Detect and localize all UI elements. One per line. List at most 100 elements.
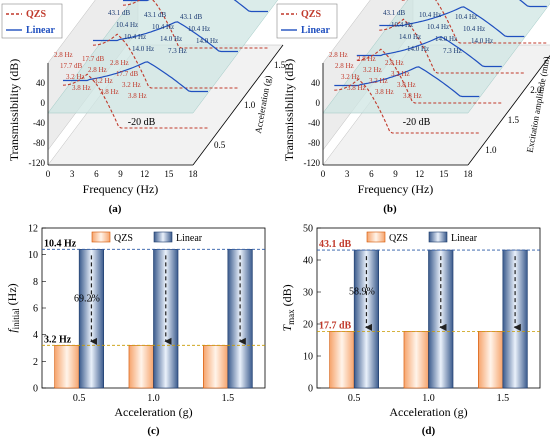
qzs-annotation: 3.2 Hz — [391, 70, 410, 78]
x-axis-title: Acceleration (g) — [389, 405, 467, 419]
linear-peak-annotation: 14.0 Hz — [435, 35, 457, 43]
linear-peak-annotation: 14.0 Hz — [399, 33, 421, 41]
top-reference-label: 10.4 Hz — [44, 238, 77, 249]
legend-linear-label: Linear — [451, 233, 478, 244]
y-tick-label: 30 — [303, 288, 313, 299]
y-tick-label: 0 — [316, 98, 321, 108]
y-tick-label: 0 — [41, 98, 46, 108]
top-reference-label: 43.1 dB — [319, 239, 352, 250]
y-axis-title: Transmissibility (dB) — [7, 59, 21, 162]
y-tick-label: 8 — [33, 277, 38, 288]
x-axis-title: Acceleration (g) — [114, 405, 192, 419]
y-tick-label: -120 — [29, 158, 46, 168]
y-title-unit: (dB) — [280, 284, 294, 309]
qzs-annotation: 3.2 Hz — [363, 66, 382, 74]
x-tick-label: 6 — [94, 169, 99, 179]
x-tick-label: 1.0 — [147, 393, 160, 404]
y-axis-title: Tmax (dB) — [280, 284, 296, 331]
qzs-curve — [379, 18, 525, 74]
z-axis-title: Acceleration (g) — [253, 75, 273, 135]
qzs-curve — [62, 73, 208, 129]
low-reference-label: 17.7 dB — [319, 320, 352, 331]
qzs-annotation: 3.8 Hz — [128, 92, 147, 100]
linear-curve — [356, 36, 502, 68]
qzs-curve — [401, 0, 547, 44]
legend: QZS Linear — [91, 231, 203, 244]
y-tick-label: 10 — [28, 250, 38, 261]
qzs-annotation: 3.8 Hz — [397, 81, 416, 89]
x-tick-label: 12 — [415, 169, 424, 179]
panel-a: -20 dB 0 3 6 9 12 15 18 Frequency (Hz) 40 0 -40 -80 -… — [1, 0, 286, 215]
low-reference-label: 3.2 Hz — [44, 334, 72, 345]
legend-qzs-swatch — [91, 231, 111, 243]
legend: QZS Linear — [276, 3, 338, 39]
qzs-annotation: 2.8 Hz — [335, 62, 354, 70]
legend-qzs-label: QZS — [389, 233, 408, 244]
x-axis-title: Frequency (Hz) — [83, 182, 159, 196]
y-tick-label: 20 — [303, 320, 313, 331]
y-title-unit: (Hz) — [5, 283, 19, 308]
linear-curve — [334, 66, 480, 98]
y-tick-label: -40 — [33, 118, 45, 128]
linear-peak-annotation: 14.0 Hz — [471, 37, 493, 45]
x-axis-title: Frequency (Hz) — [358, 182, 434, 196]
panel-label: (c) — [147, 425, 160, 437]
qzs-curve — [334, 78, 480, 134]
y-tick-label: 40 — [36, 78, 46, 88]
qzs-annotation: 17.7 dB — [82, 55, 105, 63]
linear-peak-annotation: 43.1 dB — [108, 9, 131, 17]
z-tick-label: 1.0 — [485, 145, 497, 155]
linear-curve — [379, 6, 525, 38]
linear-peak-annotation: 10.4 Hz — [455, 13, 477, 21]
linear-curve — [123, 0, 268, 13]
qzs-annotation: 3.8 Hz — [403, 92, 422, 100]
panel-label: (d) — [422, 425, 436, 437]
legend-box — [1, 3, 63, 39]
panel-d: 0 10 20 30 40 50 Tmax (dB) 0.5 1.0 1.5 Acceleratio… — [280, 224, 541, 437]
x-tick-label: 0 — [46, 169, 51, 179]
x-tick-label: 1.0 — [422, 393, 435, 404]
panel-label: (b) — [383, 203, 397, 215]
bar-qzs — [203, 345, 229, 389]
linear-peak-annotation: 43.1 dB — [144, 11, 167, 19]
linear-curve — [93, 21, 238, 53]
linear-peak-annotation: 14.0 Hz — [196, 37, 218, 45]
y-tick-label: 4 — [33, 330, 38, 341]
qzs-annotation: 2.8 Hz — [385, 59, 404, 67]
qzs-annotation: 3.2 Hz — [122, 81, 141, 89]
reduction-percentage: 69.2% — [74, 293, 100, 304]
y-tick-label: -40 — [308, 118, 320, 128]
y-tick-label: -80 — [308, 138, 320, 148]
x-tick-label: 18 — [189, 169, 199, 179]
qzs-annotation: 3.2 Hz — [94, 77, 113, 85]
linear-peak-annotation: 43.1 dB — [383, 9, 406, 17]
linear-peak-annotation: 10.4 Hz — [116, 21, 138, 29]
legend-linear-label: Linear — [176, 233, 203, 244]
linear-curve — [519, 0, 547, 8]
z-tick-label: 1.5 — [508, 115, 520, 125]
linear-peak-annotation: 10.4 Hz — [463, 25, 485, 33]
linear-peak-annotation: 10.4 Hz — [419, 11, 441, 19]
y-title-sub: initial — [11, 308, 21, 329]
z-tick-label: 0.5 — [214, 140, 226, 150]
legend-linear-swatch — [153, 231, 173, 243]
legend-linear-swatch — [428, 231, 448, 243]
qzs-annotation: 3.8 Hz — [375, 88, 394, 96]
qzs-annotation: 17.7 dB — [60, 62, 83, 70]
y-tick-label: 6 — [33, 304, 38, 315]
bar-qzs — [478, 331, 504, 389]
legend-linear-label: Linear — [301, 25, 330, 36]
legend-box — [276, 3, 338, 39]
y-tick-label: 40 — [303, 256, 313, 267]
qzs-annotation: 3.2 Hz — [341, 73, 360, 81]
y-title-main: T — [280, 324, 294, 332]
y-tick-label: -120 — [304, 158, 321, 168]
threshold-plane — [47, 0, 279, 114]
y-tick-label: 0 — [33, 384, 38, 395]
x-tick-label: 1.5 — [222, 393, 235, 404]
x-tick-label: 15 — [164, 169, 174, 179]
qzs-curve — [92, 33, 238, 89]
linear-peak-annotation: 14.0 Hz — [160, 35, 182, 43]
qzs-annotation: 3.2 Hz — [369, 77, 388, 85]
